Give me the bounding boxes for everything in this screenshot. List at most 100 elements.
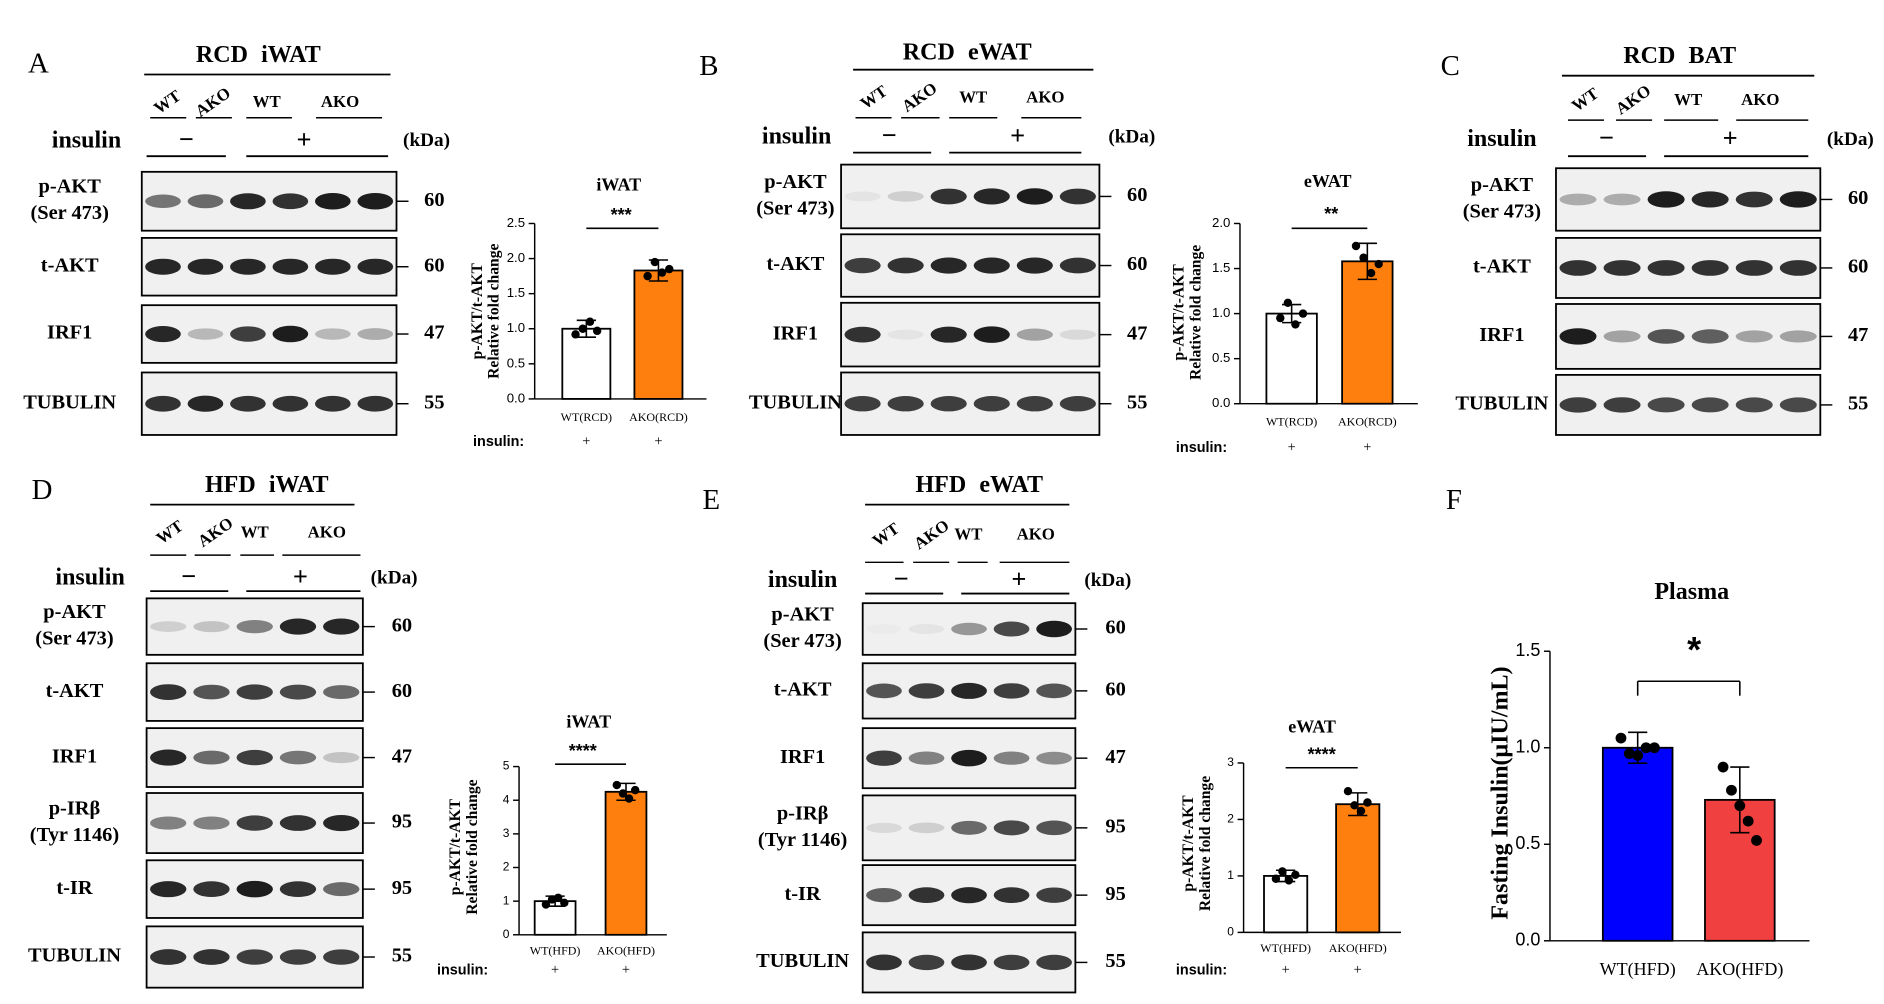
y-tick-label: 2 <box>503 860 510 874</box>
kda-value: 47 <box>1105 746 1125 768</box>
kda-unit: (kDa) <box>1084 570 1131 591</box>
y-tick-label: 0 <box>503 927 510 941</box>
lane-label: AKO <box>1741 90 1779 109</box>
blot-band <box>866 887 902 903</box>
data-point <box>1632 750 1644 761</box>
data-point <box>618 789 628 798</box>
row-label: TUBULIN <box>23 391 116 413</box>
row-label: insulin: <box>1176 963 1227 979</box>
row-label: TUBULIN <box>1455 393 1548 415</box>
data-point <box>1291 870 1300 879</box>
data-point <box>1649 742 1660 754</box>
blot-band <box>887 191 924 202</box>
blot-band <box>187 258 224 275</box>
blot-band <box>1603 397 1641 413</box>
data-point <box>665 264 674 274</box>
y-tick-label: 2 <box>1227 812 1234 826</box>
blot-band <box>272 193 309 210</box>
blot-band <box>908 751 945 765</box>
plus-label: + <box>1010 120 1025 150</box>
blot-band <box>279 949 317 965</box>
kda-value: 55 <box>1105 950 1125 972</box>
blot-band <box>230 326 266 342</box>
blot-band <box>187 328 224 340</box>
blot-band <box>993 621 1030 637</box>
blot-band <box>993 820 1030 836</box>
blot-band <box>272 258 309 275</box>
row-label: TUBULIN <box>28 945 121 967</box>
plus-label: + <box>1723 123 1738 153</box>
blot-band <box>1036 751 1072 765</box>
y-axis-label: Relative fold change <box>464 779 481 914</box>
blot-band <box>272 325 309 343</box>
y-axis-label: Relative fold change <box>1187 245 1204 380</box>
y-tick-label: 1.0 <box>1212 305 1230 320</box>
blot-band <box>908 822 945 834</box>
lane-label: AKO <box>1026 87 1064 106</box>
x-tick-label: AKO(HFD) <box>597 943 655 957</box>
kda-value: 60 <box>1848 256 1868 278</box>
y-axis-label: p-AKT/t-AKT <box>469 262 486 359</box>
data-point <box>1271 874 1281 883</box>
row-label: t-IR <box>784 883 821 905</box>
row-label: p-IRβ <box>49 798 101 820</box>
blot-band <box>193 684 230 700</box>
blot-band <box>272 395 309 412</box>
minus-label: − <box>1599 123 1614 153</box>
row-label: (Ser 473) <box>1463 200 1541 222</box>
row-value: + <box>1288 439 1296 455</box>
insulin-label: insulin <box>1467 126 1536 152</box>
blot-band <box>1036 620 1072 638</box>
blot-band <box>1016 328 1053 341</box>
kda-value: 55 <box>1127 391 1147 413</box>
blot-band <box>930 188 967 205</box>
x-tick-label: WT(HFD) <box>1600 959 1676 980</box>
insulin-label: insulin <box>768 567 837 593</box>
row-label: p-AKT <box>764 171 827 193</box>
blot-band <box>357 395 394 412</box>
data-point <box>1615 732 1627 744</box>
lane-label: WT <box>241 522 269 541</box>
row-label: p-AKT <box>39 176 102 198</box>
row-label: p-IRβ <box>777 802 829 824</box>
data-point <box>1717 761 1729 773</box>
row-label: p-AKT <box>771 603 834 625</box>
kda-value: 60 <box>1105 617 1125 639</box>
blot-band <box>866 954 902 971</box>
row-value: + <box>1282 962 1290 978</box>
bar <box>1335 803 1381 934</box>
data-point <box>1734 800 1746 812</box>
blot-band <box>993 954 1030 971</box>
lane-label: WT <box>153 516 187 548</box>
plus-label: + <box>296 124 311 154</box>
blot-band <box>236 815 273 831</box>
blot-band <box>279 815 317 831</box>
data-point <box>1726 784 1737 796</box>
y-tick-label: 3 <box>1227 755 1234 769</box>
x-tick-label: AKO(HFD) <box>1696 959 1783 980</box>
blot-band <box>993 683 1030 699</box>
blot-band <box>844 191 881 202</box>
row-label: p-AKT <box>43 601 106 623</box>
plus-label: + <box>1011 564 1026 594</box>
kda-value: 60 <box>392 680 412 702</box>
y-tick-label: 1 <box>503 893 510 907</box>
lane-label: AKO <box>194 513 236 551</box>
y-tick-label: 1 <box>1227 868 1234 882</box>
y-tick-label: 4 <box>503 792 510 806</box>
blot-band <box>1016 188 1053 205</box>
blot-band <box>1779 260 1817 276</box>
row-label: p-AKT <box>1471 174 1534 196</box>
blot-band <box>279 750 317 765</box>
blot-band <box>193 816 230 830</box>
lane-label: AKO <box>321 92 359 111</box>
blot-band <box>1603 193 1641 206</box>
blot-band <box>951 749 987 767</box>
blot-band <box>1647 260 1685 276</box>
data-point <box>1363 798 1372 807</box>
kda-value: 47 <box>424 322 444 344</box>
panel-letter: A <box>28 48 49 80</box>
data-point <box>1291 320 1300 329</box>
y-axis-label: p-AKT/t-AKT <box>1170 264 1187 361</box>
kda-value: 55 <box>424 391 444 413</box>
